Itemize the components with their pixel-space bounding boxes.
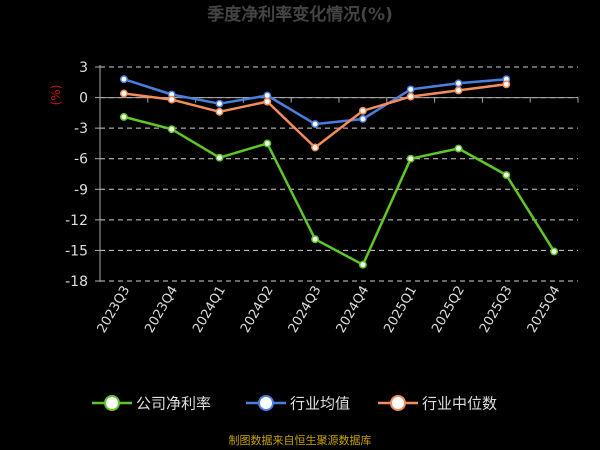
series-line — [123, 115, 556, 266]
data-point — [263, 97, 272, 106]
x-tick-label: 2025Q4 — [525, 284, 564, 336]
legend-label: 行业中位数 — [422, 395, 497, 413]
source-note: 制图数据来自恒生聚源数据库 — [229, 433, 372, 447]
x-tick-label: 2024Q4 — [334, 284, 373, 336]
legend-item: 行业中位数 — [378, 395, 497, 413]
series-line — [123, 83, 507, 149]
y-tick-label: -12 — [65, 213, 88, 229]
x-tick-label: 2025Q2 — [429, 284, 468, 336]
legend-item: 公司净利率 — [92, 395, 211, 413]
data-point — [215, 107, 224, 116]
data-point — [502, 80, 511, 89]
legend-marker — [104, 395, 120, 411]
data-point — [406, 154, 415, 163]
data-point — [311, 120, 320, 129]
legend-item: 行业均值 — [246, 395, 350, 413]
data-point — [215, 153, 224, 162]
data-point — [263, 139, 272, 148]
data-point — [406, 92, 415, 101]
x-tick-label: 2025Q3 — [477, 284, 516, 336]
series-0 — [119, 112, 559, 269]
x-tick-label: 2024Q3 — [286, 284, 325, 336]
y-tick-label: -6 — [74, 152, 88, 168]
chart-title: 季度净利率变化情况(%) — [207, 4, 393, 25]
y-unit-label: (%) — [49, 85, 63, 106]
legend-label: 公司净利率 — [136, 395, 211, 413]
data-point — [119, 89, 128, 98]
y-tick-label: -18 — [65, 274, 88, 290]
y-tick-label: 3 — [79, 60, 88, 76]
y-tick-label: 0 — [79, 91, 88, 107]
y-tick-label: -9 — [74, 182, 88, 198]
data-point — [358, 106, 367, 115]
x-tick-label: 2024Q2 — [238, 284, 277, 336]
data-point — [454, 86, 463, 95]
data-point — [167, 95, 176, 104]
series-2 — [119, 80, 511, 152]
legend-marker — [390, 395, 406, 411]
y-tick-label: -3 — [74, 121, 88, 137]
data-point — [215, 99, 224, 108]
data-point — [550, 247, 559, 256]
series-1 — [119, 75, 511, 129]
data-point — [454, 79, 463, 88]
data-point — [311, 235, 320, 244]
y-tick-label: -15 — [65, 243, 88, 259]
x-tick-label: 2023Q4 — [142, 284, 181, 336]
data-point — [119, 112, 128, 121]
legend-label: 行业均值 — [290, 395, 350, 413]
legend-marker — [258, 395, 274, 411]
x-tick-label: 2024Q1 — [190, 284, 229, 336]
data-point — [454, 144, 463, 153]
data-point — [358, 115, 367, 123]
data-point — [406, 85, 415, 94]
x-tick-label: 2023Q3 — [95, 284, 134, 336]
data-point — [502, 171, 511, 179]
data-point — [358, 260, 367, 269]
x-tick-label: 2025Q1 — [381, 284, 420, 336]
data-point — [311, 143, 320, 152]
data-point — [167, 125, 176, 134]
data-point — [119, 75, 128, 84]
